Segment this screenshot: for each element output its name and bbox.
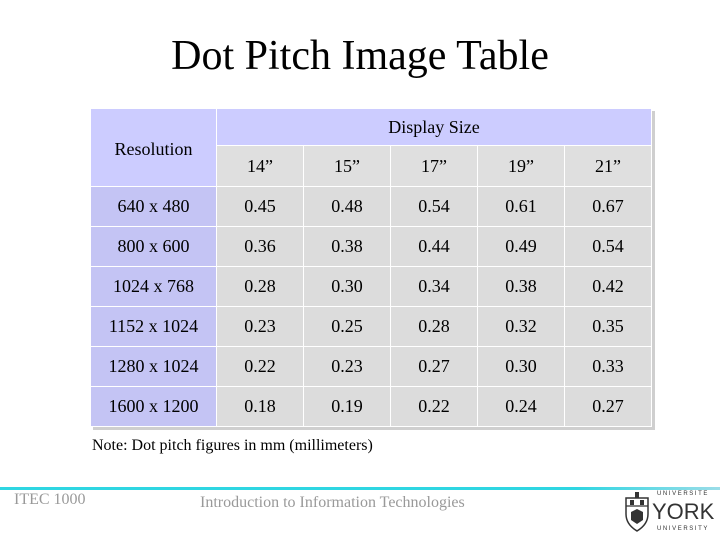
- university-logo: UNIVERSITE YORK UNIVERSITY: [624, 491, 716, 533]
- size-header: 17”: [390, 145, 478, 187]
- table-row: 640 x 480 0.45 0.48 0.54 0.61 0.67: [90, 186, 652, 227]
- value-cell: 0.18: [216, 386, 304, 427]
- value-cell: 0.36: [216, 226, 304, 267]
- course-title: Introduction to Information Technologies: [200, 494, 465, 511]
- table-row: 1152 x 1024 0.23 0.25 0.28 0.32 0.35: [90, 306, 652, 347]
- value-cell: 0.19: [303, 386, 391, 427]
- size-header: 15”: [303, 145, 391, 187]
- course-code: ITEC 1000: [14, 491, 86, 508]
- resolution-cell: 1152 x 1024: [90, 306, 217, 347]
- logo-top-text: UNIVERSITE: [656, 491, 709, 497]
- value-cell: 0.67: [564, 186, 652, 227]
- value-cell: 0.44: [390, 226, 478, 267]
- dot-pitch-table: Resolution Display Size 14” 15” 17” 19” …: [90, 108, 652, 427]
- value-cell: 0.22: [216, 346, 304, 387]
- logo-bottom-text: UNIVERSITY: [656, 526, 709, 532]
- logo-name: YORK: [652, 499, 715, 524]
- resolution-cell: 640 x 480: [90, 186, 217, 227]
- table-header-row: Resolution Display Size: [90, 108, 652, 187]
- crest-icon: [625, 492, 649, 532]
- units-note: Note: Dot pitch figures in mm (millimete…: [92, 437, 373, 454]
- value-cell: 0.32: [477, 306, 565, 347]
- value-cell: 0.35: [564, 306, 652, 347]
- resolution-cell: 1024 x 768: [90, 266, 217, 307]
- sizes-row: 14” 15” 17” 19” 21”: [91, 145, 652, 187]
- value-cell: 0.23: [303, 346, 391, 387]
- value-cell: 0.27: [564, 386, 652, 427]
- table-row: 800 x 600 0.36 0.38 0.44 0.49 0.54: [90, 226, 652, 267]
- value-cell: 0.28: [390, 306, 478, 347]
- value-cell: 0.45: [216, 186, 304, 227]
- resolution-cell: 1600 x 1200: [90, 386, 217, 427]
- value-cell: 0.33: [564, 346, 652, 387]
- display-size-header: Display Size: [216, 108, 652, 146]
- value-cell: 0.27: [390, 346, 478, 387]
- footer-rule: [0, 487, 720, 490]
- value-cell: 0.30: [303, 266, 391, 307]
- value-cell: 0.49: [477, 226, 565, 267]
- resolution-header: Resolution: [90, 108, 217, 187]
- size-header: 19”: [477, 145, 565, 187]
- value-cell: 0.42: [564, 266, 652, 307]
- size-header: 21”: [564, 145, 652, 187]
- value-cell: 0.22: [390, 386, 478, 427]
- value-cell: 0.54: [564, 226, 652, 267]
- value-cell: 0.24: [477, 386, 565, 427]
- value-cell: 0.48: [303, 186, 391, 227]
- table-row: 1024 x 768 0.28 0.30 0.34 0.38 0.42: [90, 266, 652, 307]
- table-row: 1600 x 1200 0.18 0.19 0.22 0.24 0.27: [90, 386, 652, 427]
- slide-title: Dot Pitch Image Table: [171, 33, 549, 79]
- value-cell: 0.30: [477, 346, 565, 387]
- value-cell: 0.25: [303, 306, 391, 347]
- value-cell: 0.23: [216, 306, 304, 347]
- value-cell: 0.54: [390, 186, 478, 227]
- value-cell: 0.38: [303, 226, 391, 267]
- table-row: 1280 x 1024 0.22 0.23 0.27 0.30 0.33: [90, 346, 652, 387]
- resolution-cell: 800 x 600: [90, 226, 217, 267]
- value-cell: 0.38: [477, 266, 565, 307]
- value-cell: 0.28: [216, 266, 304, 307]
- value-cell: 0.61: [477, 186, 565, 227]
- value-cell: 0.34: [390, 266, 478, 307]
- size-header: 14”: [216, 145, 304, 187]
- resolution-cell: 1280 x 1024: [90, 346, 217, 387]
